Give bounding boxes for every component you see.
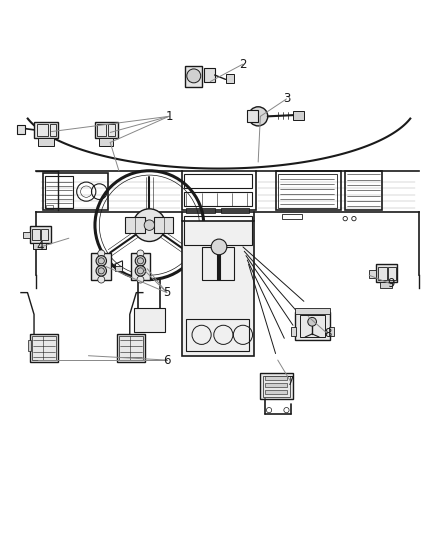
Bar [119, 336, 143, 360]
Bar [92, 254, 111, 279]
Circle shape [144, 220, 155, 230]
Bar [23, 232, 30, 238]
Bar [276, 171, 341, 210]
Bar [369, 270, 376, 278]
Bar [117, 334, 145, 362]
Bar [186, 208, 215, 213]
Bar [99, 138, 113, 146]
Circle shape [96, 265, 106, 276]
Bar [182, 221, 254, 356]
Bar [186, 319, 250, 351]
Bar [265, 376, 287, 380]
Bar [49, 124, 56, 136]
Bar [265, 390, 287, 394]
Bar [388, 268, 396, 279]
Bar [28, 341, 31, 351]
Bar [30, 334, 58, 362]
Text: 3: 3 [283, 92, 290, 106]
Bar [95, 122, 117, 138]
Bar [154, 217, 173, 233]
Bar [97, 124, 106, 136]
Circle shape [96, 256, 106, 266]
Bar [108, 124, 116, 136]
Bar [204, 68, 215, 82]
Circle shape [137, 250, 144, 257]
Bar [328, 327, 334, 336]
Bar [185, 66, 202, 87]
Bar [265, 383, 287, 387]
Bar [184, 174, 252, 188]
Text: 4: 4 [37, 240, 44, 253]
Bar [43, 173, 108, 210]
Bar [33, 243, 46, 249]
Bar [116, 265, 122, 271]
Bar [184, 192, 252, 206]
Bar [293, 111, 304, 120]
Circle shape [187, 69, 201, 83]
Text: 9: 9 [387, 277, 395, 290]
Bar [125, 217, 145, 233]
Bar [32, 229, 40, 240]
Text: 2: 2 [239, 58, 247, 70]
Bar [184, 216, 252, 245]
Bar [378, 268, 387, 279]
Bar [278, 174, 336, 208]
Circle shape [98, 250, 105, 257]
Text: 6: 6 [163, 353, 170, 367]
Bar [282, 214, 302, 219]
Bar [247, 110, 258, 123]
Circle shape [135, 256, 146, 266]
Circle shape [135, 265, 146, 276]
Text: 7: 7 [287, 375, 295, 389]
Circle shape [211, 239, 227, 255]
Bar [201, 247, 234, 279]
Bar [380, 282, 392, 288]
Bar [37, 124, 48, 136]
Text: 5: 5 [163, 286, 170, 299]
Bar [182, 171, 256, 210]
Bar [32, 336, 56, 360]
Text: 1: 1 [165, 110, 173, 123]
Bar [42, 229, 48, 240]
Bar [18, 125, 25, 134]
Circle shape [249, 107, 268, 126]
Bar [295, 312, 330, 341]
Bar [221, 208, 250, 213]
Bar [295, 308, 330, 313]
Bar [260, 373, 293, 399]
Bar [30, 226, 50, 243]
Bar [45, 176, 73, 208]
Bar [376, 264, 397, 282]
Bar [134, 308, 165, 332]
Circle shape [137, 276, 144, 283]
Bar [226, 74, 234, 83]
Bar [131, 254, 150, 279]
Circle shape [133, 209, 166, 241]
Bar [300, 315, 325, 337]
Bar [39, 138, 53, 146]
Bar [262, 376, 290, 397]
Bar [46, 205, 53, 208]
Circle shape [308, 318, 317, 326]
Circle shape [98, 276, 105, 283]
Text: 8: 8 [324, 327, 332, 341]
Bar [345, 171, 382, 210]
Bar [34, 122, 58, 138]
Bar [291, 327, 296, 336]
